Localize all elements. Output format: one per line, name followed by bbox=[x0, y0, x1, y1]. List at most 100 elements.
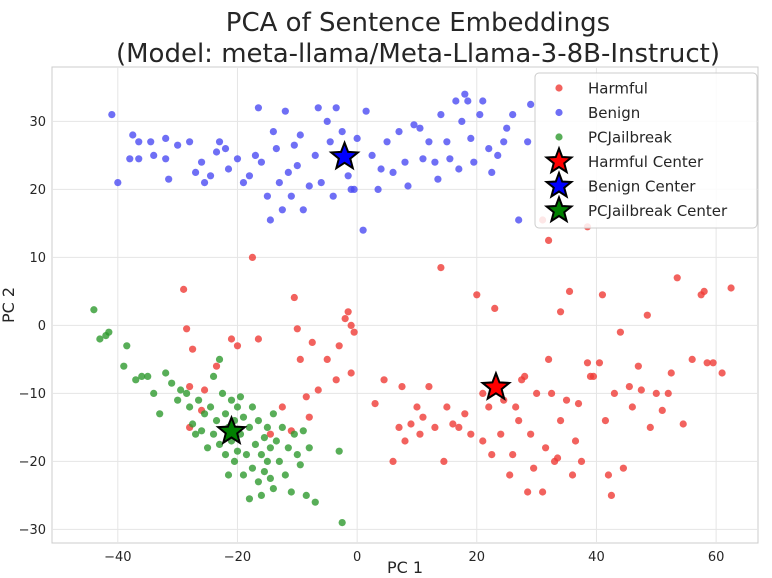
benign-point bbox=[503, 124, 511, 132]
pcjailbreak-point bbox=[209, 430, 218, 438]
benign-point bbox=[509, 111, 517, 119]
benign-point bbox=[329, 192, 337, 200]
benign-point bbox=[494, 151, 502, 159]
harmful-point bbox=[488, 451, 496, 459]
harmful-point bbox=[416, 430, 424, 438]
pcjailbreak-point bbox=[183, 389, 191, 397]
benign-point bbox=[165, 175, 173, 183]
benign-point bbox=[135, 138, 143, 146]
benign-point bbox=[266, 216, 274, 224]
pcjailbreak-point bbox=[335, 447, 343, 455]
series-harmful-center bbox=[479, 370, 512, 401]
harmful-point bbox=[296, 355, 304, 363]
pcjailbreak-point bbox=[230, 457, 239, 465]
harmful-point bbox=[347, 369, 355, 377]
harmful-point bbox=[625, 383, 633, 391]
benign-point bbox=[332, 104, 340, 112]
harmful-point bbox=[565, 287, 574, 295]
harmful-point bbox=[180, 285, 188, 293]
benign-point bbox=[446, 155, 454, 163]
harmful-point bbox=[302, 393, 310, 401]
benign-point bbox=[443, 138, 451, 146]
benign-point bbox=[431, 158, 439, 166]
harmful-point bbox=[727, 284, 735, 292]
data-points bbox=[90, 90, 735, 527]
benign-point bbox=[434, 175, 442, 183]
benign-point bbox=[323, 117, 331, 125]
benign-center-marker bbox=[328, 139, 361, 171]
pcjailbreak-point bbox=[260, 468, 268, 476]
y-tick-labels: −30 −20 −10 0 10 20 30 bbox=[19, 115, 46, 538]
pcjailbreak-point bbox=[212, 417, 221, 425]
harmful-point bbox=[443, 403, 451, 411]
y-axis-label: PC 2 bbox=[0, 287, 18, 323]
harmful-point bbox=[419, 413, 427, 421]
pcjailbreak-point bbox=[168, 379, 176, 387]
series-benign-center bbox=[328, 139, 361, 171]
y-tick-label: 0 bbox=[38, 319, 46, 334]
harmful-point bbox=[577, 457, 586, 465]
benign-point bbox=[200, 179, 209, 187]
benign-point bbox=[476, 111, 484, 119]
benign-point bbox=[389, 168, 397, 176]
benign-point bbox=[488, 168, 496, 176]
harmful-point bbox=[431, 423, 439, 431]
benign-point bbox=[287, 192, 295, 200]
pcjailbreak-point bbox=[305, 444, 313, 452]
harmful-point bbox=[455, 423, 463, 431]
harmful-point bbox=[604, 471, 613, 479]
benign-point bbox=[257, 158, 266, 166]
benign-point bbox=[174, 141, 182, 149]
benign-point bbox=[338, 128, 346, 136]
pcjailbreak-point bbox=[233, 447, 242, 455]
pcjailbreak-point bbox=[236, 393, 245, 401]
benign-point bbox=[224, 165, 233, 173]
harmful-point bbox=[212, 362, 221, 370]
harmful-point bbox=[512, 403, 520, 411]
pcjailbreak-point bbox=[263, 457, 271, 465]
harmful-point bbox=[227, 335, 236, 343]
harmful-point bbox=[183, 325, 191, 333]
harmful-point bbox=[637, 386, 645, 394]
series-harmful bbox=[180, 216, 735, 499]
benign-point bbox=[251, 151, 260, 159]
harmful-point bbox=[233, 342, 242, 350]
series-benign bbox=[108, 90, 535, 234]
y-tick-label: 20 bbox=[29, 183, 46, 198]
benign-point bbox=[197, 158, 206, 166]
harmful-point bbox=[524, 488, 532, 496]
legend-marker-pcjailbreak-center bbox=[543, 194, 575, 224]
harmful-point bbox=[673, 274, 681, 282]
x-tick-label: 0 bbox=[353, 550, 361, 565]
benign-point bbox=[401, 158, 409, 166]
benign-point bbox=[191, 168, 200, 176]
benign-point bbox=[293, 162, 301, 170]
benign-point bbox=[135, 155, 143, 163]
benign-point bbox=[374, 185, 382, 193]
legend-label-benign-center: Benign Center bbox=[588, 178, 696, 196]
benign-point bbox=[467, 134, 475, 142]
benign-point bbox=[326, 138, 334, 146]
harmful-point bbox=[610, 389, 619, 397]
benign-point bbox=[290, 141, 298, 149]
benign-point bbox=[383, 138, 391, 146]
pcjailbreak-point bbox=[203, 444, 212, 452]
y-tick-label: 30 bbox=[29, 115, 46, 130]
benign-point bbox=[464, 97, 472, 105]
harmful-point bbox=[589, 372, 598, 380]
pcjailbreak-point bbox=[197, 427, 206, 435]
harmful-point bbox=[425, 383, 433, 391]
x-axis-label: PC 1 bbox=[387, 558, 423, 577]
benign-point bbox=[479, 97, 487, 105]
harmful-point bbox=[556, 417, 565, 425]
pcjailbreak-point bbox=[266, 444, 274, 452]
harmful-point bbox=[398, 383, 406, 391]
benign-point bbox=[162, 155, 170, 163]
pcjailbreak-point bbox=[227, 396, 236, 404]
pcjailbreak-point bbox=[263, 423, 271, 431]
harmful-point bbox=[389, 457, 397, 465]
benign-point bbox=[284, 168, 292, 176]
benign-point bbox=[206, 172, 215, 180]
benign-point bbox=[108, 111, 116, 119]
pcjailbreak-point bbox=[138, 372, 146, 380]
